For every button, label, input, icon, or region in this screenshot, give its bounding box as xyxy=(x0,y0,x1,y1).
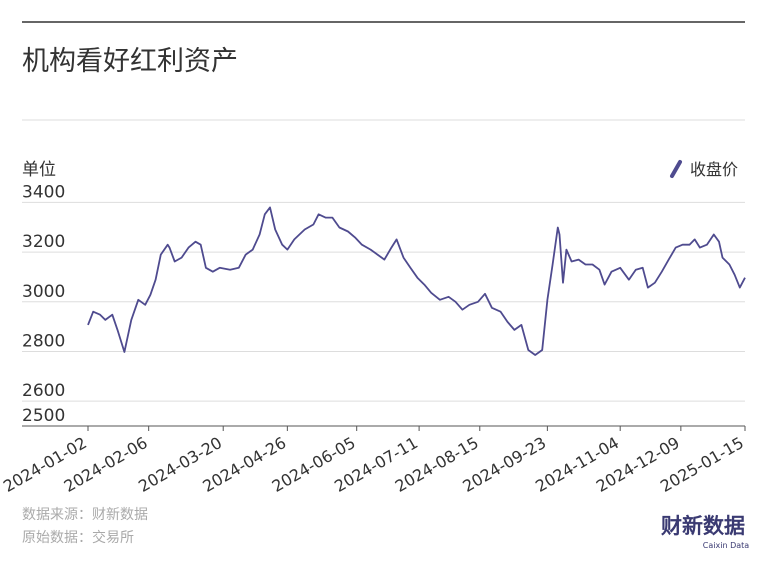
logo-sub: Caixin Data xyxy=(703,541,749,550)
legend-label: 收盘价 xyxy=(690,160,738,179)
logo: 财新数据 xyxy=(661,514,745,538)
legend-swatch xyxy=(670,160,682,178)
chart-title: 机构看好红利资产 xyxy=(22,46,238,77)
raw-source: 原始数据：交易所 xyxy=(22,529,134,546)
y-tick-label: 3400 xyxy=(22,182,65,202)
y-tick-label: 3200 xyxy=(22,232,65,252)
y-tick-label: 2600 xyxy=(22,381,65,401)
y-tick-label: 3000 xyxy=(22,282,65,302)
price-line xyxy=(87,206,746,356)
source: 数据来源：财新数据 xyxy=(22,507,148,523)
y-axis-label: 单位 xyxy=(22,160,56,180)
y-tick-label: 2800 xyxy=(22,331,65,351)
y-tick-label: 2500 xyxy=(22,406,65,426)
legend: 收盘价 xyxy=(670,160,738,179)
